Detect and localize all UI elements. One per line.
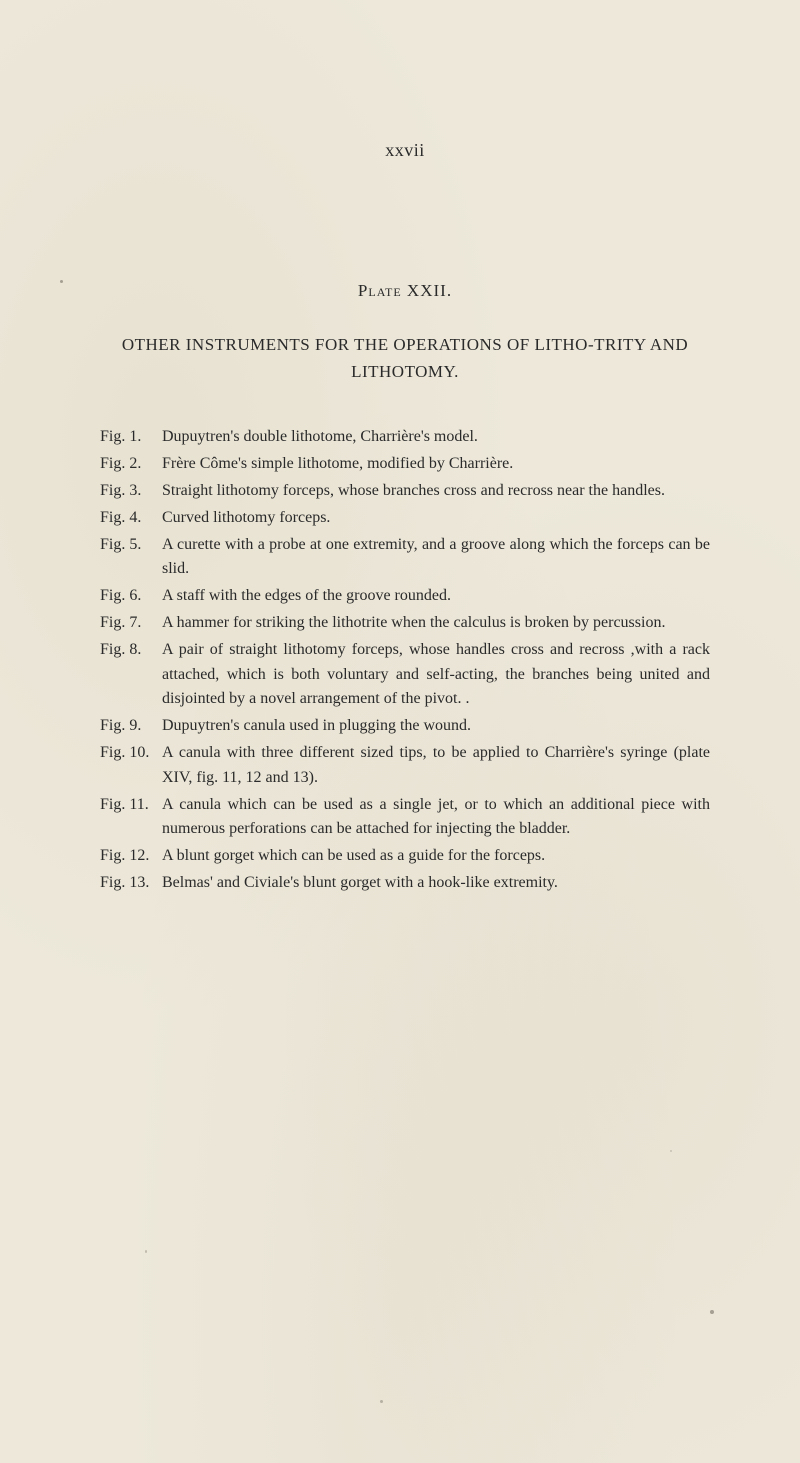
figure-item: Fig. 13. Belmas' and Civiale's blunt gor… [100,871,710,896]
figure-item: Fig. 10. A canula with three different s… [100,741,710,791]
figure-text: A staff with the edges of the groove rou… [162,584,710,609]
figure-text: A pair of straight lithotomy forceps, wh… [162,638,710,712]
page-noise [670,1150,672,1152]
figure-label: Fig. 3. [100,479,162,504]
figure-item: Fig. 7. A hammer for striking the lithot… [100,611,710,636]
figure-text: Dupuytren's canula used in plugging the … [162,714,710,739]
figure-item: Fig. 12. A blunt gorget which can be use… [100,844,710,869]
figure-list: Fig. 1. Dupuytren's double lithotome, Ch… [100,425,710,895]
figure-label: Fig. 11. [100,793,162,843]
figure-text: A hammer for striking the lithotrite whe… [162,611,710,636]
page-noise [145,1250,147,1253]
figure-item: Fig. 1. Dupuytren's double lithotome, Ch… [100,425,710,450]
figure-label: Fig. 4. [100,506,162,531]
figure-text: Curved lithotomy forceps. [162,506,710,531]
figure-label: Fig. 2. [100,452,162,477]
main-title: OTHER INSTRUMENTS FOR THE OPERATIONS OF … [100,331,710,385]
page-noise [60,280,63,283]
figure-label: Fig. 1. [100,425,162,450]
figure-label: Fig. 10. [100,741,162,791]
figure-label: Fig. 7. [100,611,162,636]
figure-item: Fig. 2. Frère Côme's simple lithotome, m… [100,452,710,477]
figure-item: Fig. 8. A pair of straight lithotomy for… [100,638,710,712]
figure-text: Frère Côme's simple lithotome, modified … [162,452,710,477]
figure-item: Fig. 4. Curved lithotomy forceps. [100,506,710,531]
figure-item: Fig. 5. A curette with a probe at one ex… [100,533,710,583]
plate-title: Plate XXII. [100,281,710,301]
figure-label: Fig. 13. [100,871,162,896]
figure-label: Fig. 12. [100,844,162,869]
page-number: xxvii [100,140,710,161]
page-noise [380,1400,383,1403]
figure-item: Fig. 9. Dupuytren's canula used in plugg… [100,714,710,739]
figure-label: Fig. 9. [100,714,162,739]
figure-item: Fig. 6. A staff with the edges of the gr… [100,584,710,609]
figure-item: Fig. 3. Straight lithotomy forceps, whos… [100,479,710,504]
figure-label: Fig. 6. [100,584,162,609]
figure-text: Dupuytren's double lithotome, Charrière'… [162,425,710,450]
figure-text: A curette with a probe at one extremity,… [162,533,710,583]
figure-text: Straight lithotomy forceps, whose branch… [162,479,710,504]
figure-label: Fig. 8. [100,638,162,712]
figure-label: Fig. 5. [100,533,162,583]
figure-text: A canula which can be used as a single j… [162,793,710,843]
figure-item: Fig. 11. A canula which can be used as a… [100,793,710,843]
page-noise [710,1310,714,1314]
figure-text: A canula with three different sized tips… [162,741,710,791]
figure-text: Belmas' and Civiale's blunt gorget with … [162,871,710,896]
figure-text: A blunt gorget which can be used as a gu… [162,844,710,869]
